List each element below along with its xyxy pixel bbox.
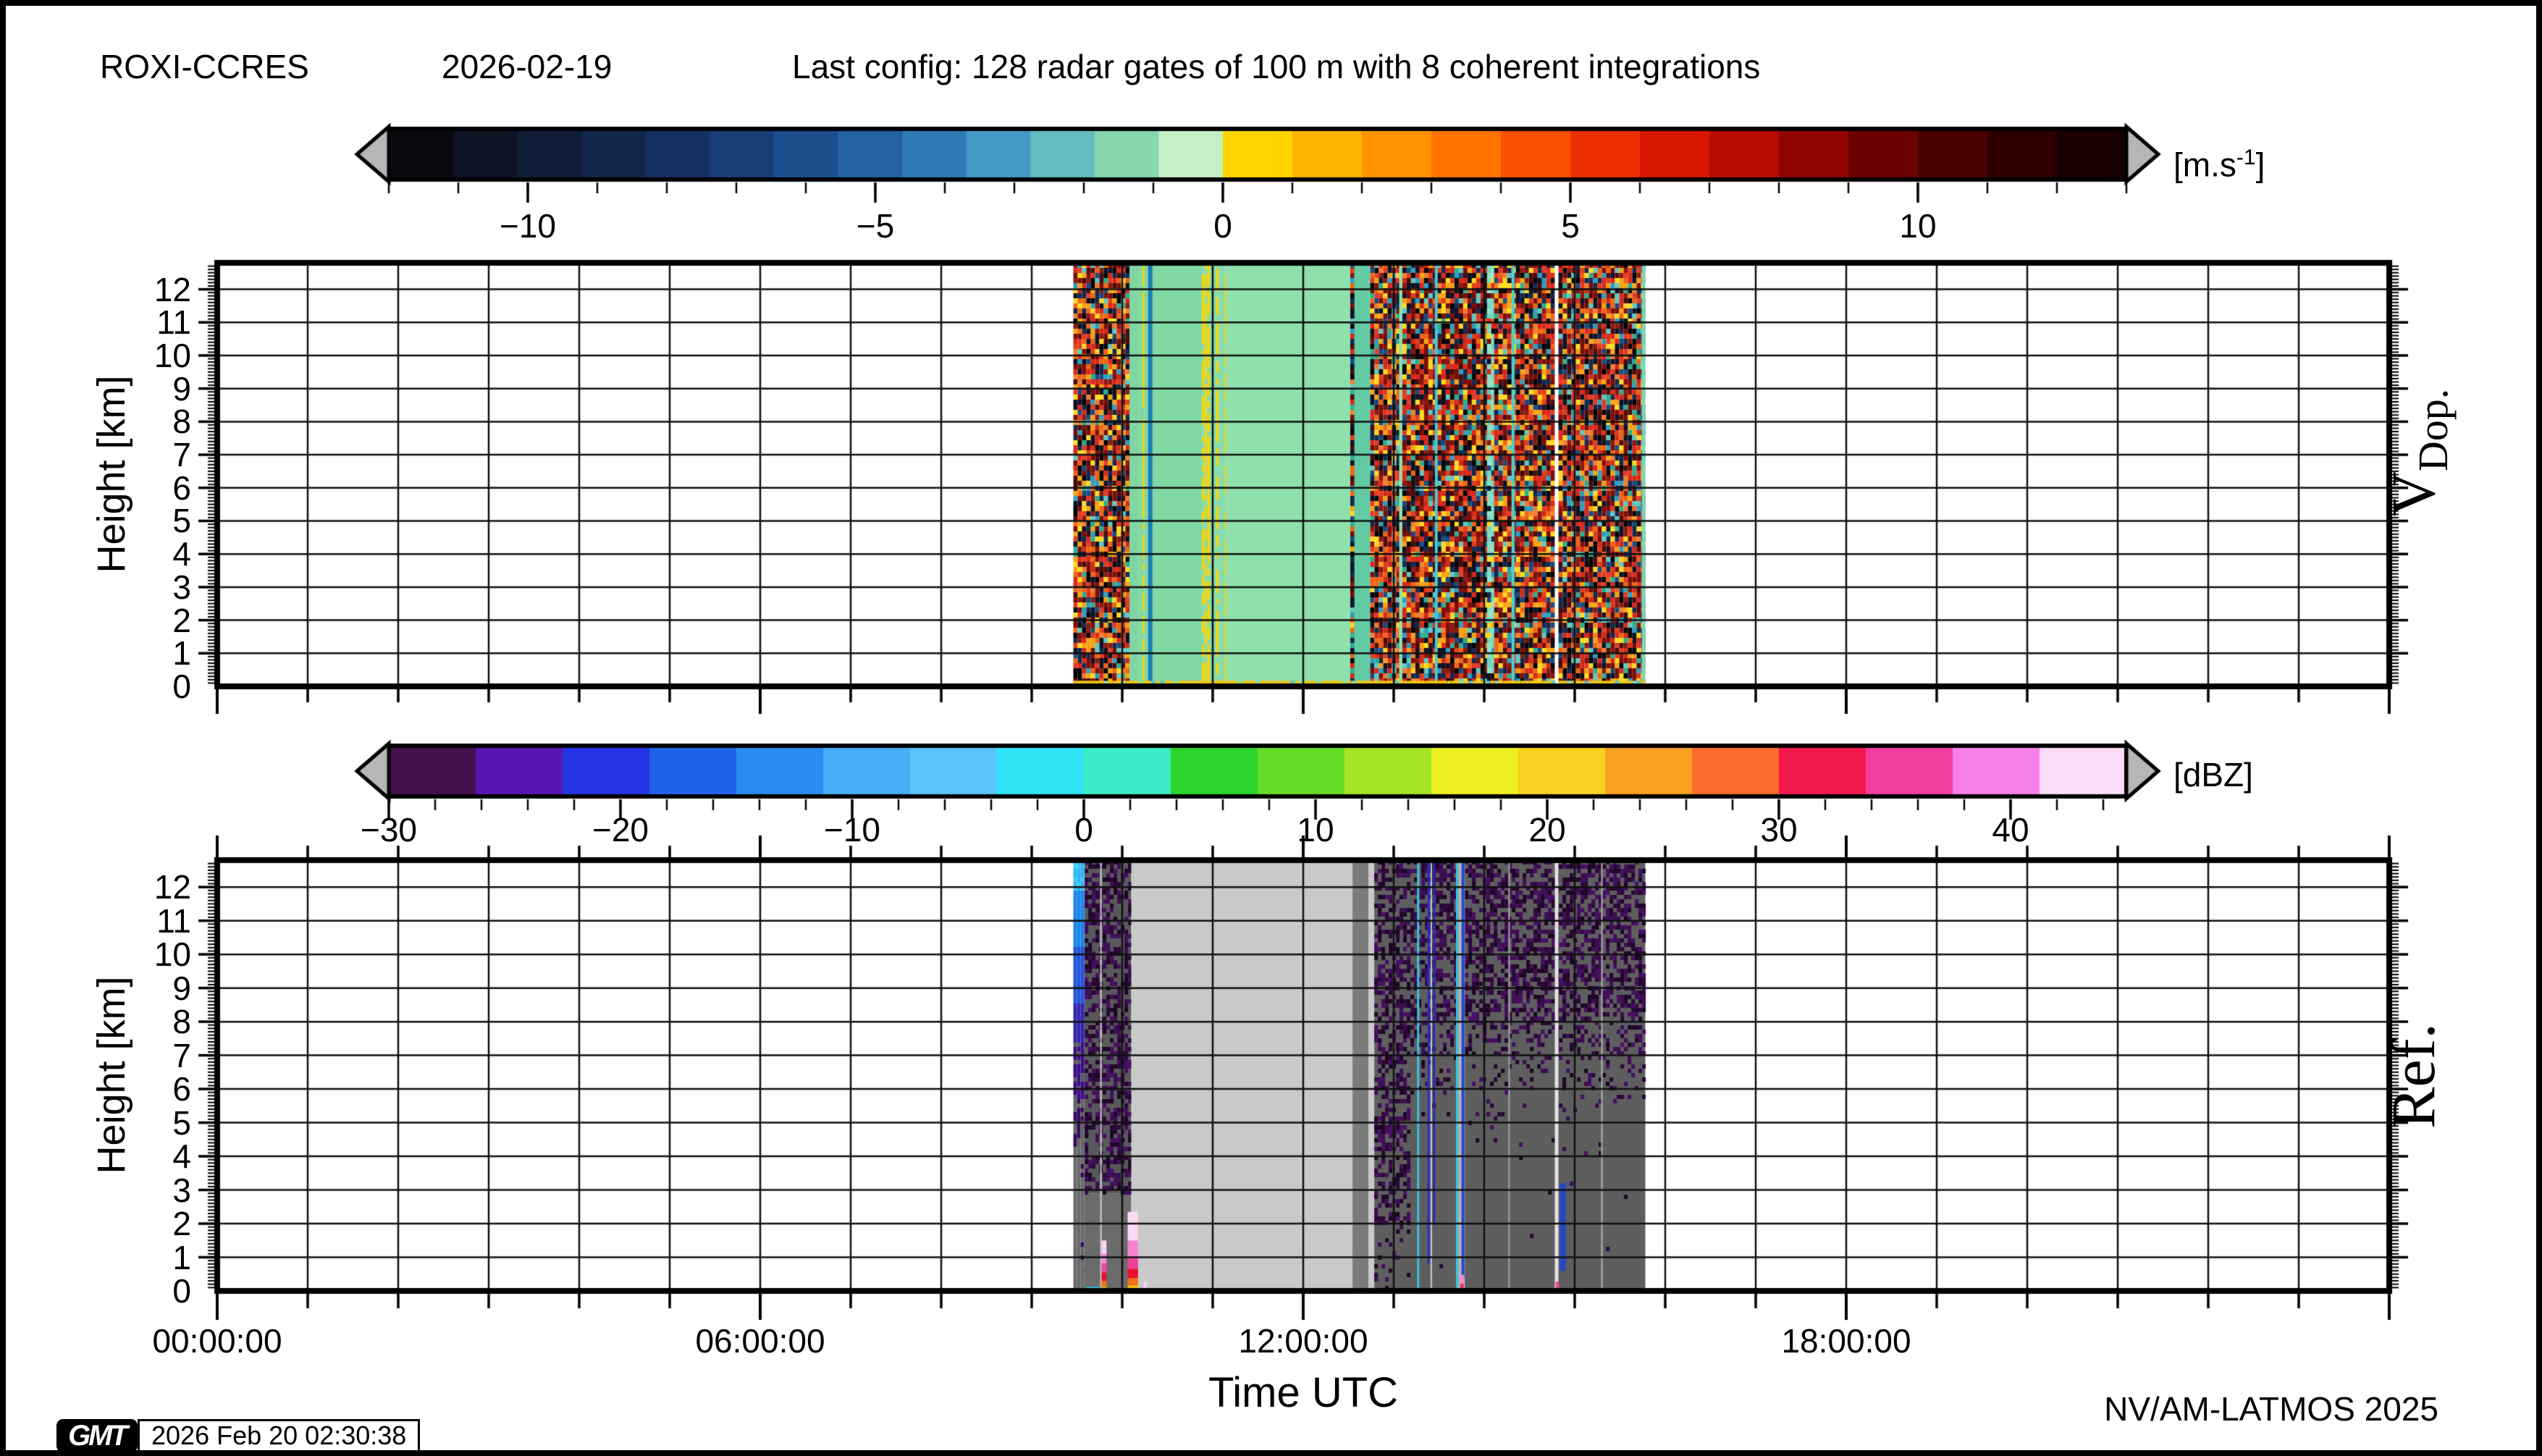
vdop-colorbar-canvas (332, 107, 2229, 216)
time-tick-label: 00:00:00 (152, 1322, 282, 1360)
colorbar-tick-label: 5 (1561, 207, 1580, 245)
ref-y-tick-label: 12 (153, 868, 191, 906)
vdop-y-tick-label: 5 (172, 502, 191, 540)
ref-colorbar-canvas (332, 724, 2229, 833)
credit-label: NV/AM-LATMOS 2025 (2104, 1390, 2438, 1428)
colorbar-tick-label: 10 (1899, 207, 1937, 245)
time-tick-label: 18:00:00 (1781, 1322, 1911, 1360)
ref-y-tick-label: 6 (172, 1070, 191, 1108)
ref-colorbar-unit: [dBZ] (2173, 756, 2253, 794)
ref-y-tick-label: 3 (172, 1171, 191, 1209)
time-tick-label: 06:00:00 (695, 1322, 825, 1360)
station-name: ROXI-CCRES (100, 48, 309, 85)
ref-y-tick-label: 9 (172, 969, 191, 1007)
date-label: 2026-02-19 (442, 48, 613, 85)
vdop-y-tick-label: 1 (172, 634, 191, 673)
colorbar-tick-label: −5 (856, 207, 895, 245)
ref-y-tick-label: 1 (172, 1238, 191, 1276)
vdop-y-tick-label: 12 (153, 270, 191, 308)
vdop-y-tick-label: 10 (153, 336, 191, 374)
ref-y-tick-label: 11 (156, 901, 191, 940)
colorbar-tick-label: 20 (1528, 811, 1566, 849)
vdop-y-tick-label: 6 (172, 468, 191, 507)
vdop-heatmap-canvas (172, 245, 2446, 752)
ref-heatmap-canvas (172, 831, 2446, 1338)
vdop-y-tick-label: 0 (172, 668, 191, 705)
vdop-y-tick-label: 4 (172, 535, 191, 573)
config-label: Last config: 128 radar gates of 100 m wi… (792, 48, 1761, 85)
vdop-y-tick-label: 11 (156, 303, 191, 342)
vdop-y-tick-label: 8 (172, 403, 191, 441)
colorbar-tick-label: −30 (360, 811, 418, 849)
ref-panel-label: Ref. (2378, 1023, 2448, 1129)
ref-y-tick-label: 5 (172, 1103, 191, 1142)
ref-y-tick-label: 7 (172, 1036, 191, 1074)
colorbar-tick-label: −10 (499, 207, 557, 245)
vdop-colorbar-unit: [m.s-1] (2173, 146, 2265, 184)
ref-y-tick-label: 2 (172, 1205, 191, 1243)
ref-y-tick-label: 4 (172, 1137, 191, 1176)
colorbar-tick-label: 40 (1992, 811, 2029, 849)
colorbar-tick-label: 10 (1297, 811, 1334, 849)
vdop-y-tick-label: 3 (172, 568, 191, 606)
ref-y-tick-label: 8 (172, 1003, 191, 1041)
ref-y-tick-label: 10 (153, 935, 191, 974)
colorbar-tick-label: −10 (823, 811, 881, 849)
ref-y-tick-label: 0 (172, 1272, 191, 1310)
vdop-y-tick-label: 9 (172, 369, 191, 408)
vdop-panel-label: VDop. (2378, 388, 2457, 517)
colorbar-tick-label: 30 (1760, 811, 1798, 849)
gmt-timestamp: 2026 Feb 20 02:30:38 (138, 1419, 421, 1450)
colorbar-tick-label: 0 (1074, 811, 1093, 849)
gmt-logo: GMT (56, 1419, 138, 1450)
time-tick-label: 12:00:00 (1238, 1322, 1368, 1360)
colorbar-tick-label: −20 (592, 811, 649, 849)
colorbar-tick-label: 0 (1213, 207, 1232, 245)
x-axis-label: Time UTC (1208, 1369, 1399, 1416)
vdop-y-tick-label: 7 (172, 436, 191, 474)
vdop-y-tick-label: 2 (172, 601, 191, 639)
